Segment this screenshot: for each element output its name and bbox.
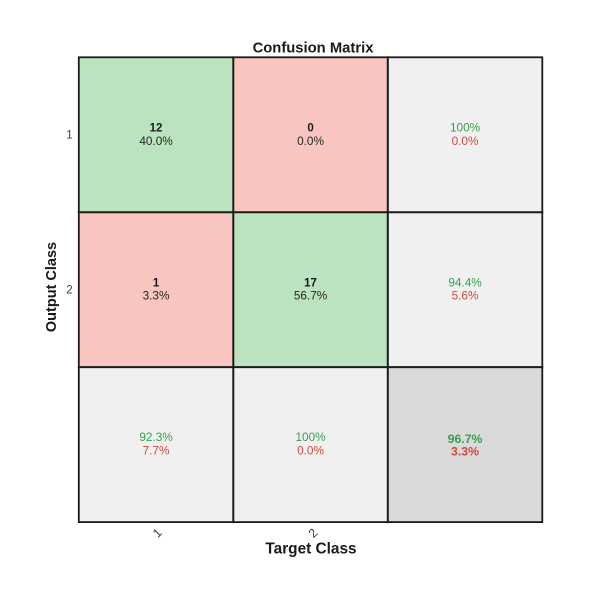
svg-text:7.7%: 7.7%	[143, 444, 170, 458]
svg-text:5.6%: 5.6%	[452, 289, 479, 303]
svg-text:96.7%: 96.7%	[448, 432, 483, 446]
svg-text:3.3%: 3.3%	[451, 445, 479, 459]
svg-text:40.0%: 40.0%	[139, 134, 173, 148]
svg-text:12: 12	[150, 122, 163, 134]
svg-text:100%: 100%	[450, 120, 481, 134]
svg-text:17: 17	[304, 277, 317, 289]
svg-text:0.0%: 0.0%	[297, 134, 324, 148]
svg-text:1: 1	[66, 129, 72, 141]
svg-text:0.0%: 0.0%	[297, 444, 324, 458]
svg-text:3.3%: 3.3%	[143, 289, 170, 303]
svg-text:2: 2	[66, 284, 72, 296]
svg-text:94.4%: 94.4%	[448, 275, 482, 289]
svg-text:Output Class: Output Class	[44, 242, 60, 332]
svg-text:92.3%: 92.3%	[139, 430, 173, 444]
svg-text:1: 1	[153, 277, 160, 289]
svg-text:100%: 100%	[295, 430, 326, 444]
svg-text:0: 0	[307, 122, 313, 134]
svg-text:0.0%: 0.0%	[452, 134, 479, 148]
svg-text:Confusion Matrix: Confusion Matrix	[253, 41, 375, 57]
svg-text:Target Class: Target Class	[265, 540, 356, 557]
svg-text:56.7%: 56.7%	[294, 289, 328, 303]
